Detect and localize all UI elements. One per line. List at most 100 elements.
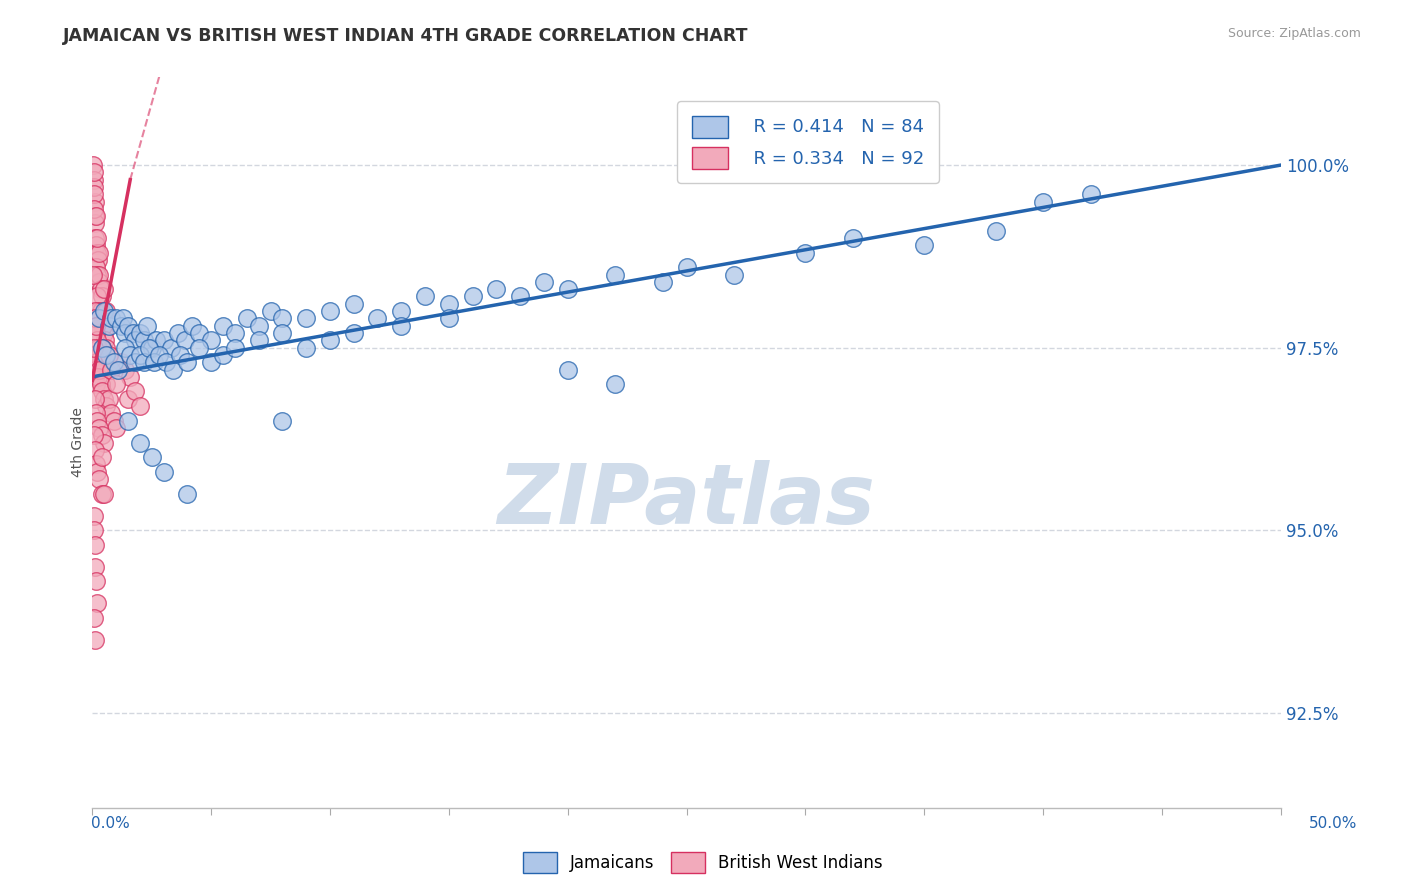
Point [84,559,107,574]
Point [389,304,412,318]
Point [100,362,122,376]
Point [84,318,107,333]
Point [117,318,139,333]
Point [89,348,111,362]
Point [124,355,146,369]
Point [120,348,142,362]
Point [86,245,108,260]
Point [224,341,246,355]
Point [93,486,115,500]
Point [90,289,112,303]
Point [103,355,125,369]
Point [87,369,110,384]
Point [148,348,170,362]
Point [104,311,127,326]
Point [93,304,115,318]
Point [100,311,122,326]
Point [110,318,132,333]
Point [152,465,174,479]
Point [86,465,108,479]
Point [389,318,412,333]
Point [110,355,132,369]
Point [89,311,111,326]
Point [83,172,105,186]
Point [84,369,107,384]
Point [83,632,105,647]
Legend: Jamaicans, British West Indians: Jamaicans, British West Indians [517,846,889,880]
Point [89,311,111,326]
Point [247,334,270,348]
Text: 0.0%: 0.0% [91,816,131,831]
Point [83,180,105,194]
Point [83,187,105,202]
Point [174,334,197,348]
Text: JAMAICAN VS BRITISH WEST INDIAN 4TH GRADE CORRELATION CHART: JAMAICAN VS BRITISH WEST INDIAN 4TH GRAD… [63,27,749,45]
Point [94,334,117,348]
Point [343,326,366,340]
Point [842,231,865,245]
Point [83,611,105,625]
Point [271,414,294,428]
Point [152,334,174,348]
Point [89,304,111,318]
Point [124,384,146,399]
Point [83,362,105,376]
Point [723,268,745,282]
Point [83,202,105,216]
Point [90,428,112,442]
Point [96,377,118,392]
Point [485,282,508,296]
Point [176,355,198,369]
Point [86,260,108,275]
Point [134,334,156,348]
Point [114,326,136,340]
Point [83,428,105,442]
Point [86,414,108,428]
Text: ZIPatlas: ZIPatlas [498,460,876,541]
Point [104,377,127,392]
Point [235,311,257,326]
Point [83,348,105,362]
Point [188,341,211,355]
Point [83,392,105,406]
Point [89,421,111,435]
Point [437,311,460,326]
Point [84,311,107,326]
Point [141,450,163,464]
Point [83,304,105,318]
Point [319,334,342,348]
Text: 50.0%: 50.0% [1309,816,1357,831]
Point [188,326,211,340]
Point [87,252,110,267]
Point [124,334,146,348]
Point [82,268,104,282]
Point [319,304,342,318]
Point [128,399,150,413]
Point [103,414,125,428]
Point [87,275,110,289]
Point [176,486,198,500]
Point [107,362,129,376]
Point [93,435,115,450]
Point [97,392,120,406]
Point [97,348,120,362]
Point [83,538,105,552]
Point [1080,187,1102,202]
Point [247,318,270,333]
Point [1032,194,1054,209]
Point [271,326,294,340]
Point [87,341,110,355]
Point [461,289,484,303]
Point [84,245,107,260]
Point [121,326,143,340]
Point [90,341,112,355]
Point [212,348,235,362]
Point [155,355,177,369]
Point [96,304,118,318]
Point [794,245,817,260]
Point [224,326,246,340]
Point [437,297,460,311]
Point [675,260,697,275]
Point [135,318,157,333]
Point [89,282,111,296]
